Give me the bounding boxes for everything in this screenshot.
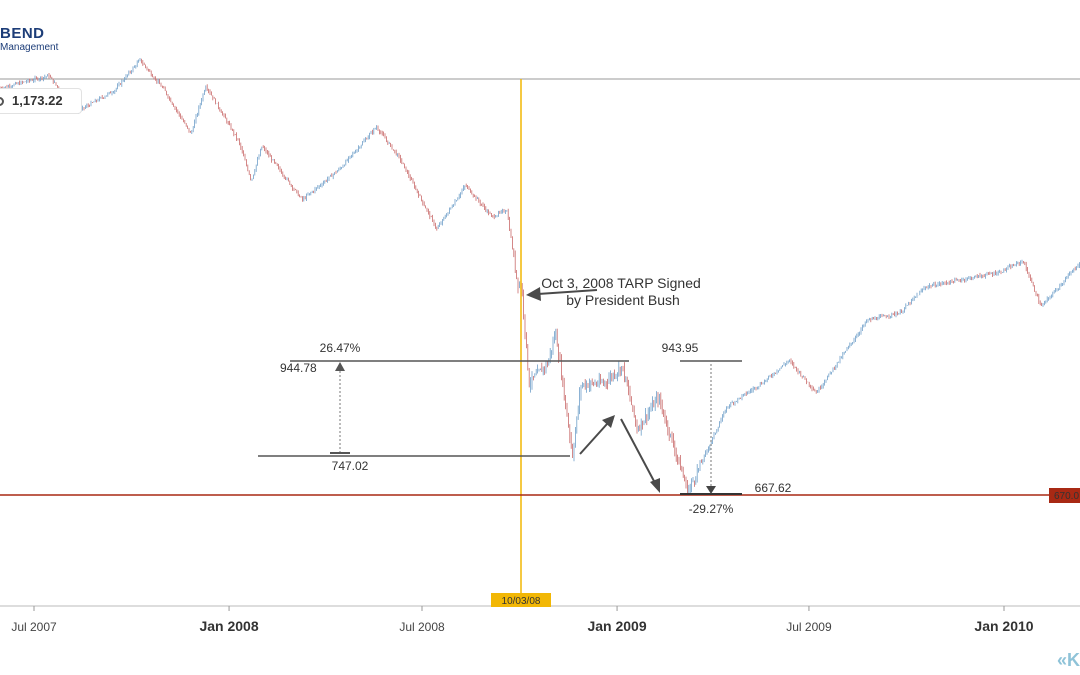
price-series xyxy=(0,58,1080,496)
rally-high-label: 944.78 xyxy=(280,361,317,375)
decline-percent-label: -29.27% xyxy=(689,502,734,516)
x-tick-label: Jul 2007 xyxy=(11,620,57,634)
tarp-marker-date: 10/03/08 xyxy=(502,596,541,607)
x-tick-label: Jan 2009 xyxy=(587,618,646,634)
tarp-marker-date-box xyxy=(491,593,551,607)
watermark-logo-icon: «K xyxy=(1056,650,1080,670)
price-readout: 1,173.22 xyxy=(0,88,82,114)
rally-low-label: 747.02 xyxy=(332,459,369,473)
logo-line-2: Management xyxy=(0,42,59,53)
company-logo: BEND Management xyxy=(0,26,58,54)
series-dot-icon xyxy=(0,97,4,106)
x-axis-ticks: Jul 2007 Jan 2008 Jul 2008 Jan 2009 Jul 2009… xyxy=(11,606,1034,634)
price-readout-value: 1,173.22 xyxy=(12,93,63,108)
support-label: 670.0 xyxy=(1054,491,1079,502)
rally-trend-arrow xyxy=(579,415,615,455)
rally-measure-arrowhead xyxy=(335,362,345,371)
x-tick-label: Jan 2010 xyxy=(974,618,1033,634)
rally-percent-label: 26.47% xyxy=(320,341,361,355)
decline-measure-arrowhead xyxy=(706,486,716,494)
tarp-annotation-line-1: Oct 3, 2008 TARP Signed xyxy=(541,275,701,291)
x-tick-label: Jul 2008 xyxy=(399,620,445,634)
support-label-box xyxy=(1049,488,1080,503)
x-tick-label: Jul 2009 xyxy=(786,620,832,634)
decline-low-label: 667.62 xyxy=(755,481,792,495)
tarp-arrow xyxy=(526,287,598,301)
decline-high-label: 943.95 xyxy=(662,341,699,355)
logo-line-1: BEND xyxy=(0,25,45,42)
x-tick-label: Jan 2008 xyxy=(199,618,258,634)
decline-trend-arrow xyxy=(620,418,660,493)
tarp-annotation-line-2: by President Bush xyxy=(566,292,680,308)
